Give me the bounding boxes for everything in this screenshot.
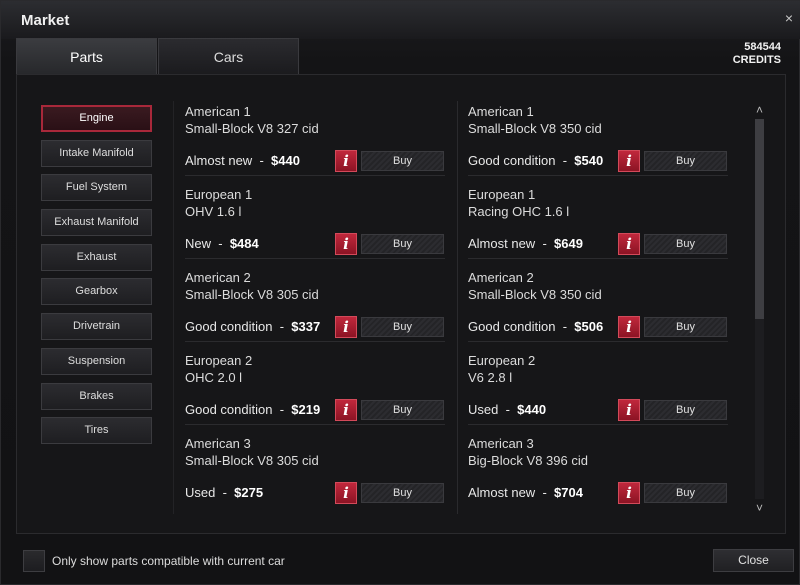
compatible-filter-checkbox[interactable]: [23, 550, 45, 572]
credits-display: 584544 CREDITS: [733, 41, 781, 67]
part-item: European 1 Racing OHC 1.6 l Almost new - …: [468, 184, 728, 267]
part-condition-price: Used - $275: [185, 485, 264, 500]
tab-cars[interactable]: Cars: [158, 38, 299, 74]
divider: [185, 258, 445, 259]
info-icon[interactable]: i: [618, 233, 640, 255]
info-icon[interactable]: i: [618, 482, 640, 504]
category-engine[interactable]: Engine: [41, 105, 152, 132]
part-condition-price: Good condition - $219: [185, 402, 321, 417]
info-icon[interactable]: i: [618, 150, 640, 172]
part-condition-price: Almost new - $649: [468, 236, 583, 251]
part-name: European 1 OHV 1.6 l: [185, 187, 253, 219]
info-icon[interactable]: i: [335, 316, 357, 338]
buy-button[interactable]: Buy: [361, 483, 444, 503]
part-item: European 1 OHV 1.6 l New - $484 i Buy: [185, 184, 445, 267]
part-condition-price: Good condition - $506: [468, 319, 604, 334]
category-exhaust[interactable]: Exhaust: [41, 243, 152, 271]
scrollbar[interactable]: ˄ ˅: [752, 103, 767, 515]
part-name: American 3 Big-Block V8 396 cid: [468, 436, 588, 468]
info-icon[interactable]: i: [335, 482, 357, 504]
part-condition-price: Good condition - $540: [468, 153, 604, 168]
category-list: Engine Intake Manifold Fuel System Exhau…: [41, 105, 152, 452]
part-item: European 2 OHC 2.0 l Good condition - $21…: [185, 350, 445, 433]
part-name: American 1 Small-Block V8 350 cid: [468, 104, 602, 136]
credits-label: CREDITS: [732, 54, 781, 66]
part-name: American 2 Small-Block V8 305 cid: [185, 270, 319, 302]
part-name: American 1 Small-Block V8 327 cid: [185, 104, 319, 136]
buy-button[interactable]: Buy: [361, 234, 444, 254]
category-exhaust-manifold[interactable]: Exhaust Manifold: [41, 209, 152, 237]
column-divider: [457, 101, 458, 514]
part-name: European 2 V6 2.8 l: [468, 353, 536, 385]
category-suspension[interactable]: Suspension: [41, 347, 152, 375]
scroll-up-icon[interactable]: ˄: [755, 103, 763, 117]
compatible-filter-label: Only show parts compatible with current …: [52, 554, 285, 568]
divider: [468, 424, 728, 425]
close-button[interactable]: Close: [713, 549, 794, 572]
part-item: American 3 Small-Block V8 305 cid Used - …: [185, 433, 445, 516]
part-item: American 2 Small-Block V8 305 cid Good co…: [185, 267, 445, 350]
tab-parts[interactable]: Parts: [16, 38, 157, 74]
divider: [185, 341, 445, 342]
buy-button[interactable]: Buy: [361, 400, 444, 420]
category-drivetrain[interactable]: Drivetrain: [41, 313, 152, 341]
category-intake-manifold[interactable]: Intake Manifold: [41, 139, 152, 167]
part-condition-price: Used - $440: [468, 402, 547, 417]
title-bar: Market ×: [1, 1, 800, 39]
category-tires[interactable]: Tires: [41, 417, 152, 445]
buy-button[interactable]: Buy: [361, 151, 444, 171]
divider: [185, 424, 445, 425]
part-item: American 1 Small-Block V8 327 cid Almost …: [185, 101, 445, 184]
category-fuel-system[interactable]: Fuel System: [41, 174, 152, 202]
info-icon[interactable]: i: [335, 233, 357, 255]
scroll-thumb[interactable]: [755, 119, 764, 319]
category-gearbox[interactable]: Gearbox: [41, 278, 152, 306]
divider: [468, 258, 728, 259]
scroll-track[interactable]: [755, 119, 764, 499]
category-brakes[interactable]: Brakes: [41, 382, 152, 410]
window-title: Market: [21, 12, 70, 29]
part-item: European 2 V6 2.8 l Used - $440 i Buy: [468, 350, 728, 433]
buy-button[interactable]: Buy: [644, 317, 727, 337]
part-item: American 1 Small-Block V8 350 cid Good co…: [468, 101, 728, 184]
part-name: American 3 Small-Block V8 305 cid: [185, 436, 319, 468]
buy-button[interactable]: Buy: [644, 234, 727, 254]
part-name: European 1 Racing OHC 1.6 l: [468, 187, 570, 219]
part-condition-price: Almost new - $440: [185, 153, 300, 168]
info-icon[interactable]: i: [335, 399, 357, 421]
part-condition-price: New - $484: [185, 236, 259, 251]
part-condition-price: Almost new - $704: [468, 485, 583, 500]
divider: [185, 175, 445, 176]
buy-button[interactable]: Buy: [361, 317, 444, 337]
close-icon[interactable]: ×: [784, 10, 793, 26]
part-item: American 2 Small-Block V8 350 cid Good co…: [468, 267, 728, 350]
info-icon[interactable]: i: [618, 316, 640, 338]
divider: [468, 341, 728, 342]
scroll-down-icon[interactable]: ˅: [755, 501, 763, 515]
divider: [173, 101, 174, 514]
info-icon[interactable]: i: [618, 399, 640, 421]
buy-button[interactable]: Buy: [644, 151, 727, 171]
buy-button[interactable]: Buy: [644, 483, 727, 503]
buy-button[interactable]: Buy: [644, 400, 727, 420]
part-name: European 2 OHC 2.0 l: [185, 353, 253, 385]
credits-amount: 584544: [744, 41, 781, 53]
divider: [468, 175, 728, 176]
part-item: American 3 Big-Block V8 396 cid Almost ne…: [468, 433, 728, 516]
part-condition-price: Good condition - $337: [185, 319, 321, 334]
info-icon[interactable]: i: [335, 150, 357, 172]
part-name: American 2 Small-Block V8 350 cid: [468, 270, 602, 302]
